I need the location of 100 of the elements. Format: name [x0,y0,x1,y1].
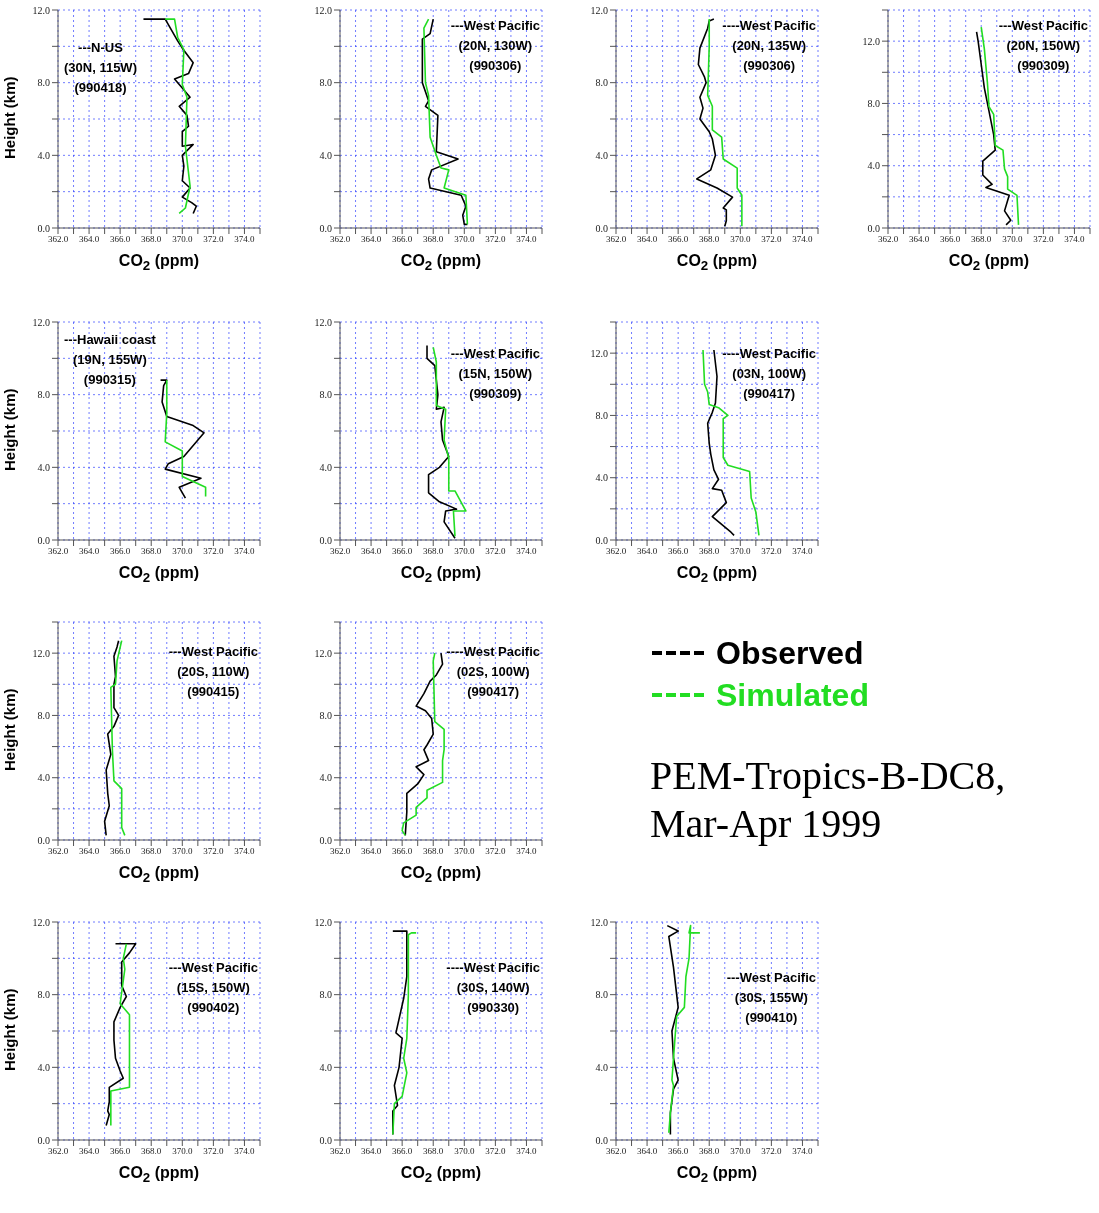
x-tick-label: 366.0 [110,234,131,245]
x-tick-label: 368.0 [423,234,444,245]
x-tick-label: 368.0 [971,234,992,245]
y-tick-label: 12.0 [314,647,332,659]
x-axis-title: CO$_{2}$ (ppm) [399,252,483,274]
x-tick-label: 366.0 [668,234,689,245]
x-tick-label: 366.0 [392,546,413,557]
x-tick-label: 374.0 [516,546,538,557]
x-tick-label: 362.0 [605,1146,627,1157]
x-tick-label: 366.0 [940,234,961,245]
x-tick-label: 362.0 [329,1146,351,1157]
annotation: (990418) [73,79,128,97]
annotation: (20N, 135W) [731,37,807,55]
annotation: (02S, 100W) [455,663,531,681]
annotation: ---West Pacific [168,643,258,661]
x-tick-label: 368.0 [699,546,720,557]
annotation: ---Hawaii coast [64,331,156,349]
y-tick-label: 12.0 [32,4,50,16]
annotation: (03N, 100W) [731,365,807,383]
x-tick-label: 374.0 [234,1146,256,1157]
y-tick-label: 0.0 [319,222,332,234]
y-tick-label: 8.0 [37,77,50,89]
y-tick-label: 12.0 [314,4,332,16]
x-axis-title: CO$_{2}$ (ppm) [399,564,483,586]
y-tick-label: 4.0 [595,1061,608,1073]
x-tick-label: 372.0 [203,846,225,857]
x-tick-label: 374.0 [234,846,256,857]
x-tick-label: 372.0 [761,1146,783,1157]
annotation: ----West Pacific [722,17,816,35]
y-tick-label: 0.0 [319,1134,332,1146]
annotation: (30S, 140W) [455,979,531,997]
x-tick-label: 368.0 [141,234,162,245]
x-tick-label: 364.0 [636,1146,658,1157]
annotation: (15N, 150W) [457,365,534,383]
x-tick-label: 372.0 [485,234,507,245]
y-tick-label: 0.0 [37,534,50,546]
x-tick-label: 370.0 [172,234,193,245]
y-axis-title: Height (km) [1,688,19,771]
x-axis-title: CO$_{2}$ (ppm) [399,864,483,886]
annotation: (990417) [466,683,521,701]
x-tick-label: 372.0 [761,234,783,245]
y-tick-label: 4.0 [595,472,608,484]
y-tick-label: 8.0 [595,989,608,1001]
x-axis-title: CO$_{2}$ (ppm) [675,1164,759,1186]
line-series [668,924,701,1134]
x-tick-label: 366.0 [668,546,689,557]
y-tick-label: 4.0 [37,461,50,473]
y-tick-label: 12.0 [862,35,880,47]
y-tick-label: 4.0 [37,149,50,161]
x-tick-label: 364.0 [636,234,658,245]
y-tick-label: 8.0 [37,989,50,1001]
x-axis-title: CO$_{2}$ (ppm) [117,1164,201,1186]
y-tick-label: 0.0 [37,1134,50,1146]
x-tick-label: 374.0 [516,234,538,245]
x-tick-label: 372.0 [485,1146,507,1157]
line-series [666,924,679,1136]
x-tick-label: 368.0 [141,546,162,557]
x-tick-label: 374.0 [792,1146,814,1157]
annotation: (30N, 115W) [64,59,137,77]
y-tick-label: 8.0 [595,77,608,89]
x-tick-label: 366.0 [392,846,413,857]
y-tick-label: 12.0 [590,4,608,16]
y-tick-label: 4.0 [319,149,332,161]
y-tick-label: 12.0 [32,916,50,928]
x-tick-label: 364.0 [360,546,382,557]
y-tick-label: 8.0 [319,989,332,1001]
x-tick-label: 362.0 [605,234,627,245]
x-tick-label: 372.0 [203,234,225,245]
y-tick-label: 8.0 [319,709,332,721]
x-tick-label: 364.0 [360,1146,382,1157]
x-tick-label: 364.0 [78,234,100,245]
y-tick-label: 8.0 [319,389,332,401]
y-axis-title: Height (km) [1,76,19,159]
annotation: ----West Pacific [446,959,540,977]
x-tick-label: 364.0 [78,546,100,557]
y-tick-label: 12.0 [32,647,50,659]
x-tick-label: 364.0 [360,234,382,245]
y-axis-title: Height (km) [1,988,19,1071]
x-tick-label: 364.0 [908,234,930,245]
annotation: (990306) [742,57,797,75]
x-tick-label: 366.0 [110,1146,131,1157]
annotation: (20N, 130W) [457,37,534,55]
y-tick-label: 0.0 [319,834,332,846]
y-tick-label: 12.0 [314,316,332,328]
x-tick-label: 370.0 [1002,234,1023,245]
annotation: (20N, 150W) [1005,37,1082,55]
x-tick-label: 362.0 [47,846,69,857]
annotation: (20S, 110W) [176,663,251,681]
x-tick-label: 368.0 [141,846,162,857]
x-axis-title: CO$_{2}$ (ppm) [117,564,201,586]
legend-label: Observed [716,634,864,673]
x-tick-label: 362.0 [47,1146,69,1157]
x-tick-label: 362.0 [47,234,69,245]
x-tick-label: 374.0 [792,546,814,557]
line-series [142,18,198,215]
annotation: ----West Pacific [446,643,540,661]
x-tick-label: 374.0 [516,1146,538,1157]
x-tick-label: 370.0 [172,546,193,557]
x-tick-label: 370.0 [454,546,475,557]
x-tick-label: 364.0 [78,846,100,857]
